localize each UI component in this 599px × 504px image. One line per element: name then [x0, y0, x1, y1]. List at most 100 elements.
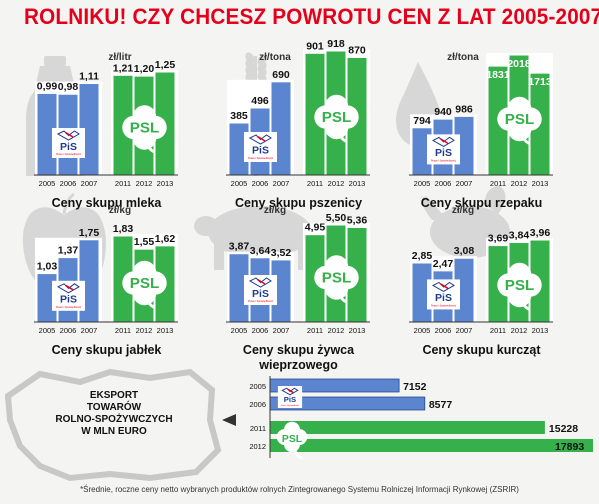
pis-logo-text: PiS [435, 147, 452, 159]
price-chart-6: 2,85 2005 2,47 2006 3,08 2007 3,69 2011 3,84 2012… [409, 205, 553, 357]
tick-label: 2006 [249, 400, 266, 409]
tick-label: 2007 [456, 326, 473, 335]
data-label: 5,36 [347, 214, 368, 226]
tick-label: 2006 [435, 326, 452, 335]
export-title-line: W MLN EURO [81, 426, 147, 437]
psl-clover-icon: PSL [314, 255, 359, 304]
tick-label: 2013 [349, 179, 366, 188]
tick-label: 2013 [532, 326, 549, 335]
tick-label: 2012 [328, 179, 345, 188]
export-title-line: EKSPORT [90, 390, 138, 401]
tick-label: 2006 [252, 326, 269, 335]
pis-logo-subtitle: Prawo i Sprawiedliwość [281, 404, 300, 407]
tick-label: 2013 [349, 326, 366, 335]
tick-label: 2007 [273, 326, 290, 335]
tick-label: 2012 [136, 179, 153, 188]
unit-label: zł/litr [108, 52, 131, 63]
unit-label: zł/tona [259, 52, 291, 63]
data-label: 15228 [549, 423, 578, 435]
psl-clover-icon: PSL [276, 421, 308, 460]
data-label: 986 [455, 103, 473, 115]
charts-canvas: 0,99 2005 0,98 2006 1,11 2007 1,21 2011 1,20 2012… [4, 38, 593, 482]
data-label: 7152 [403, 381, 427, 393]
data-label: 3,64 [250, 245, 271, 257]
data-label: 3,96 [530, 227, 551, 239]
psl-logo-text: PSL [282, 434, 303, 445]
data-label: 1,21 [113, 62, 134, 74]
pis-logo-text: PiS [435, 292, 452, 304]
footnote: *Średnie, roczne ceny netto wybranych pr… [80, 485, 519, 494]
tick-label: 2006 [60, 326, 77, 335]
data-label: 794 [413, 115, 431, 127]
price-chart-1: 0,99 2005 0,98 2006 1,11 2007 1,21 2011 1,20 2012… [34, 52, 178, 210]
psl-logo-text: PSL [130, 120, 160, 137]
data-label: 3,52 [271, 247, 292, 259]
export-title-line: ROLNO-SPOŻYWCZYCH [55, 412, 172, 425]
data-label: 0,98 [58, 81, 79, 93]
psl-logo-text: PSL [505, 111, 535, 128]
pis-logo-subtitle: Prawo i Sprawiedliwość [431, 304, 457, 307]
tick-label: 2012 [511, 179, 528, 188]
tick-label: 2005 [39, 326, 56, 335]
tick-label: 2005 [39, 179, 56, 188]
data-label: 3,87 [229, 241, 250, 253]
price-chart-2: 385 2005 496 2006 690 2007 901 2011 918 2012 870 20… [226, 38, 370, 210]
tick-label: 2006 [435, 179, 452, 188]
tick-label: 2013 [532, 179, 549, 188]
unit-label: zł/kg [264, 205, 286, 216]
data-label: 2,47 [433, 258, 454, 270]
tick-label: 2011 [250, 424, 266, 433]
data-label: 1,55 [134, 236, 155, 248]
data-label: 8577 [429, 399, 453, 411]
pis-logo-text: PiS [284, 395, 296, 404]
data-label: 4,95 [305, 222, 326, 234]
tick-label: 2007 [456, 179, 473, 188]
data-label: 3,69 [488, 233, 509, 245]
tick-label: 2012 [249, 442, 266, 451]
tick-label: 2005 [249, 382, 266, 391]
data-label: 690 [272, 69, 290, 81]
pis-logo-text: PiS [60, 141, 77, 153]
tick-label: 2013 [157, 179, 174, 188]
tick-label: 2011 [115, 179, 131, 188]
pis-logo-subtitle: Prawo i Sprawiedliwość [56, 306, 82, 309]
psl-logo-text: PSL [505, 277, 535, 294]
psl-clover-icon: PSL [122, 105, 167, 154]
tick-label: 2011 [490, 179, 506, 188]
data-label: 918 [327, 38, 345, 50]
pis-logo-subtitle: Prawo i Sprawiedliwość [431, 159, 457, 162]
pis-logo-text: PiS [252, 145, 269, 157]
export-bar-2012 [270, 439, 593, 452]
data-label: 0,99 [37, 80, 58, 92]
tick-label: 2005 [231, 326, 248, 335]
chart-title: Ceny skupu kurcząt [422, 343, 541, 357]
tick-label: 2011 [307, 179, 323, 188]
psl-clover-icon: PSL [497, 262, 542, 311]
data-label: 1,62 [155, 233, 176, 245]
pis-logo-subtitle: Prawo i Sprawiedliwość [248, 157, 274, 160]
psl-logo-text: PSL [130, 275, 160, 292]
chart-title: Ceny skupu jabłek [52, 343, 162, 357]
data-label: 870 [348, 44, 366, 56]
arrow-icon [222, 414, 236, 426]
page-title: ROLNIKU! CZY CHCESZ POWROTU CEN Z LAT 20… [23, 4, 599, 29]
data-label: 2018 [507, 58, 531, 70]
tick-label: 2005 [414, 326, 431, 335]
tick-label: 2006 [60, 179, 77, 188]
chart-title: Ceny skupu rzepaku [421, 196, 543, 210]
tick-label: 2005 [414, 179, 431, 188]
export-bar-2011 [270, 421, 545, 434]
price-chart-4: 1,03 2005 1,37 2006 1,75 2007 1,83 2011 1,55 2012… [34, 205, 178, 357]
data-label: 3,84 [509, 229, 530, 241]
pis-logo-text: PiS [60, 294, 77, 306]
poland-outline-icon [4, 368, 222, 482]
unit-label: zł/kg [452, 205, 474, 216]
tick-label: 2005 [231, 179, 248, 188]
chart-title-line2: wieprzowego [258, 358, 338, 372]
psl-clover-icon: PSL [497, 96, 542, 145]
